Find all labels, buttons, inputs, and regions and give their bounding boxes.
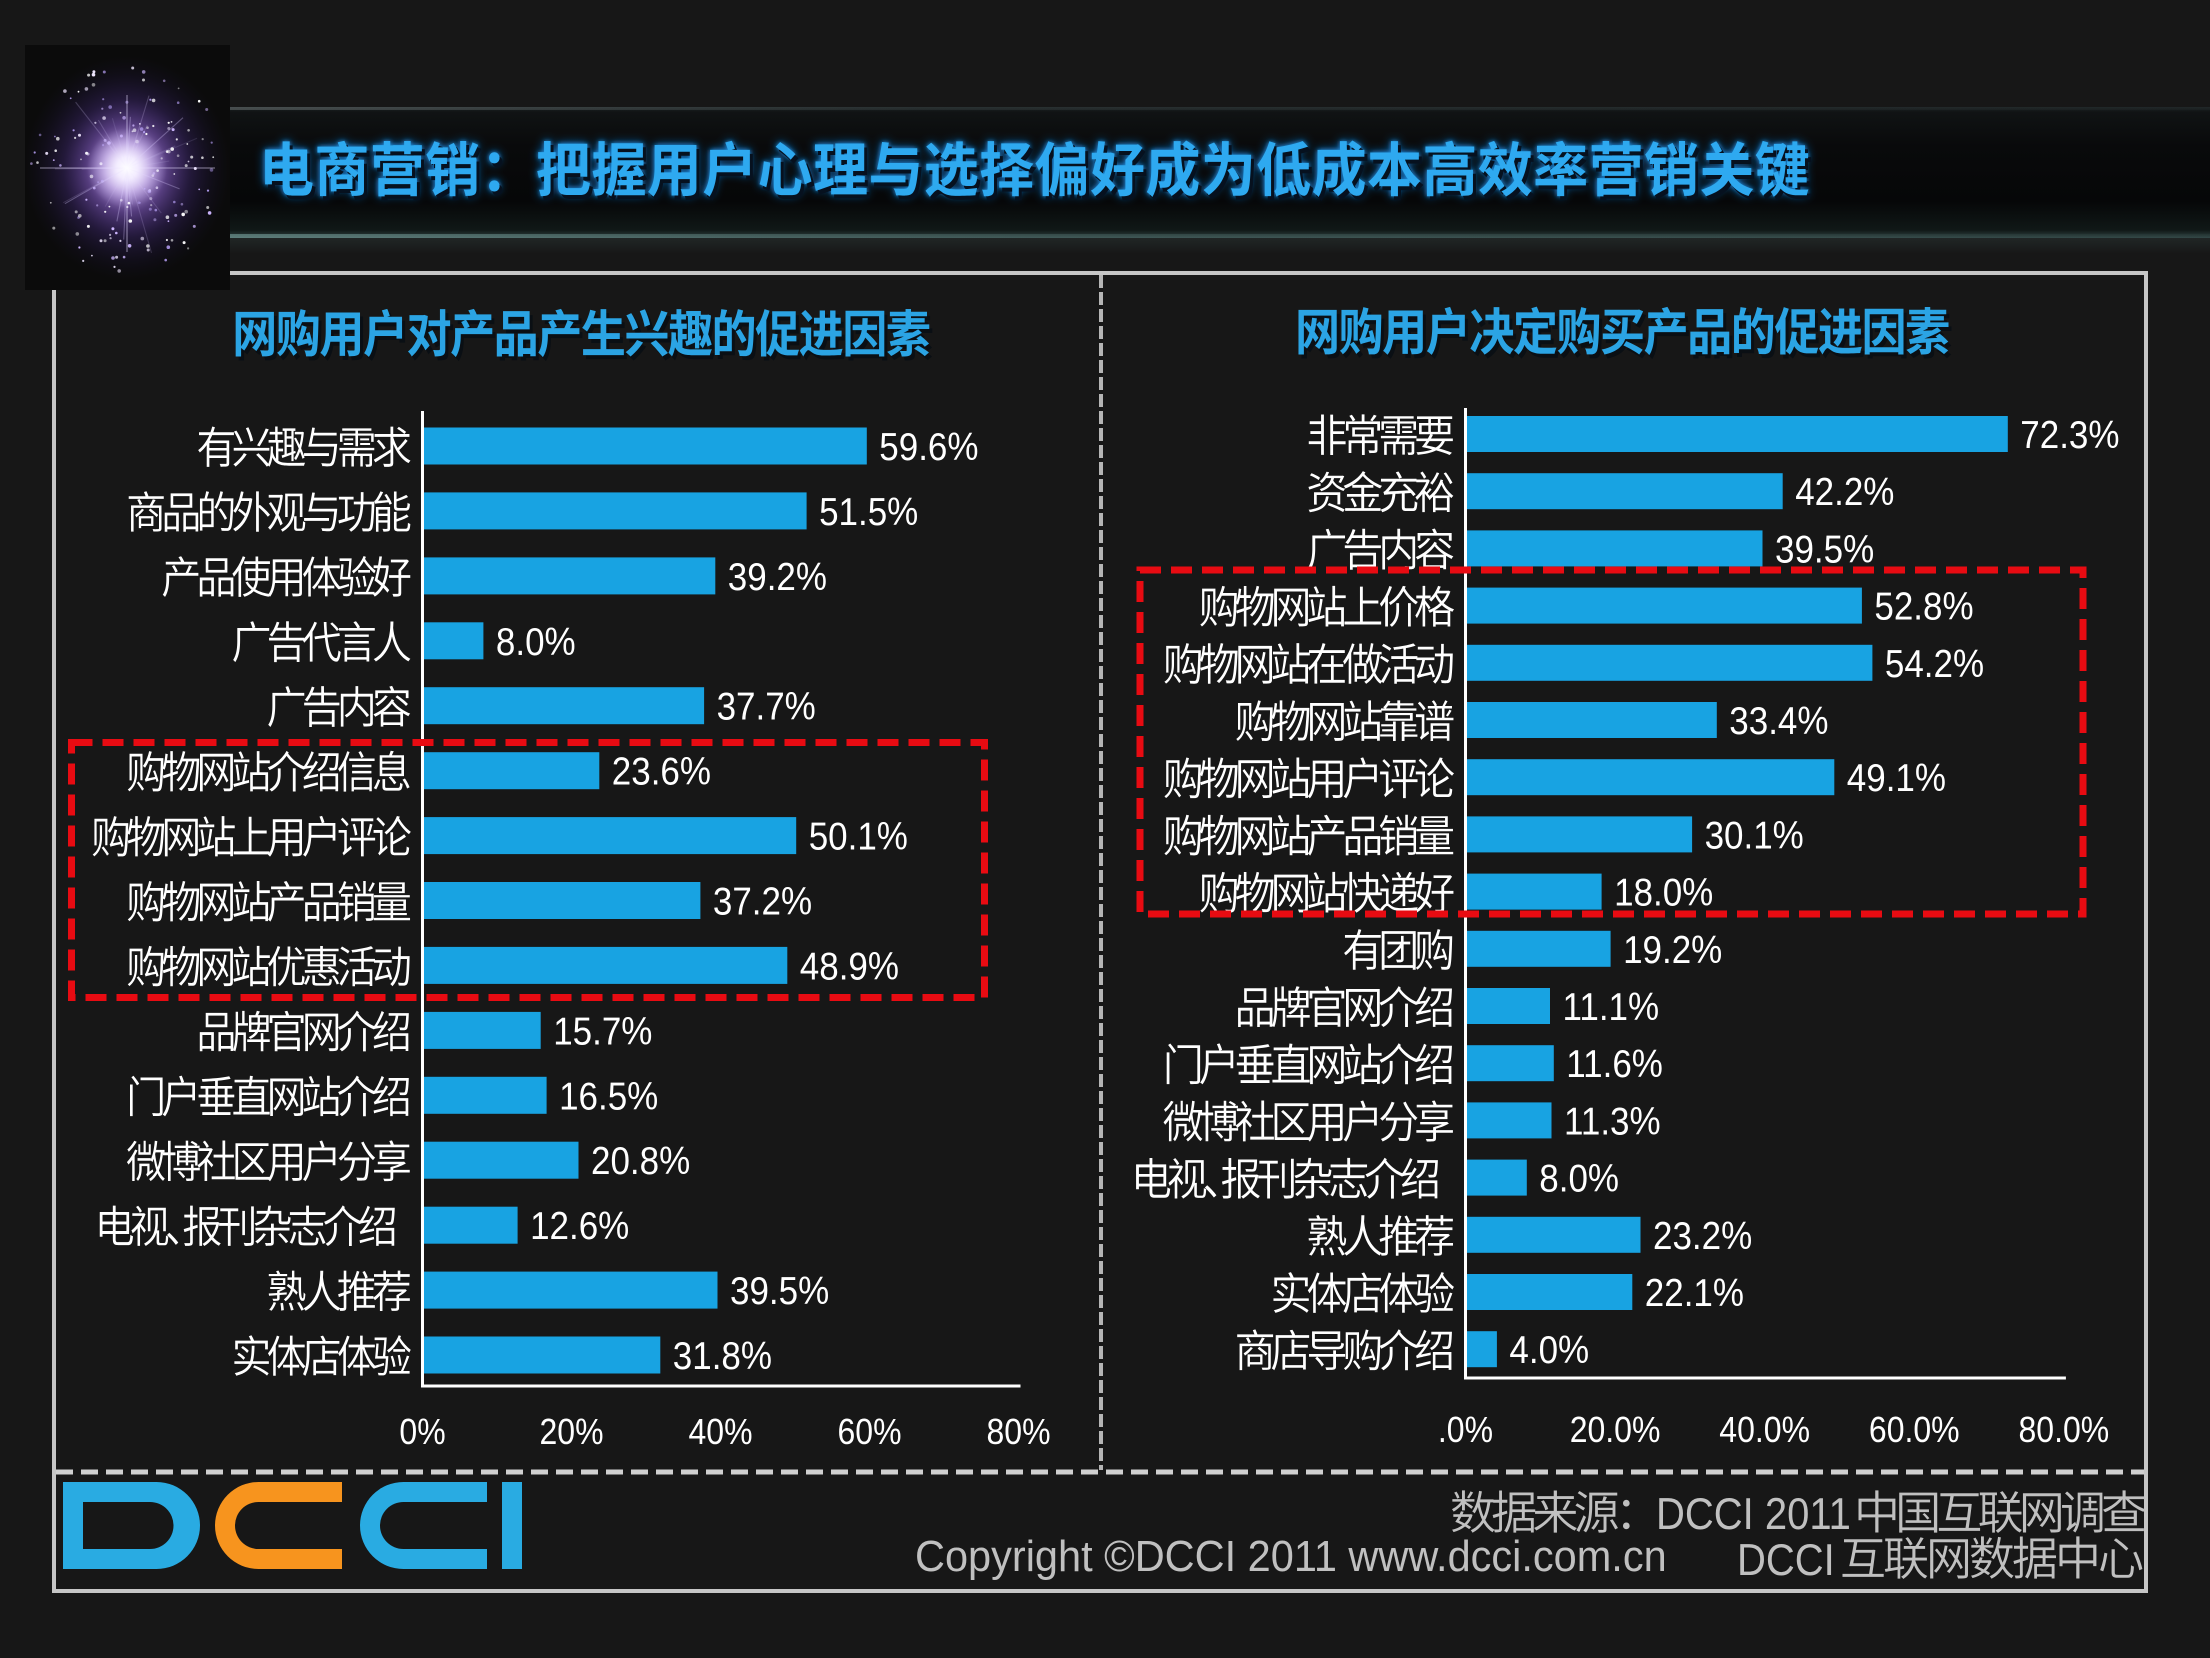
svg-text:72.3%: 72.3% xyxy=(2020,412,2119,456)
svg-text:33.4%: 33.4% xyxy=(1729,698,1828,742)
svg-text:Copyright ©DCCI 2011 www.dcci.: Copyright ©DCCI 2011 www.dcci.com.cn xyxy=(915,1532,1667,1581)
svg-text:20.8%: 20.8% xyxy=(591,1138,690,1182)
svg-text:15.7%: 15.7% xyxy=(553,1009,652,1053)
svg-text:60.0%: 60.0% xyxy=(1869,1410,1960,1450)
svg-text:51.5%: 51.5% xyxy=(819,489,918,533)
svg-text:37.7%: 37.7% xyxy=(717,684,816,728)
svg-text:0%: 0% xyxy=(399,1412,445,1452)
svg-text:16.5%: 16.5% xyxy=(559,1073,658,1117)
svg-text:40%: 40% xyxy=(689,1412,753,1452)
svg-text:4.0%: 4.0% xyxy=(1509,1327,1589,1371)
svg-text:31.8%: 31.8% xyxy=(673,1333,772,1377)
svg-text:48.9%: 48.9% xyxy=(800,944,899,988)
svg-text:20.0%: 20.0% xyxy=(1570,1410,1661,1450)
svg-text:11.6%: 11.6% xyxy=(1566,1041,1663,1085)
svg-text:8.0%: 8.0% xyxy=(496,619,576,663)
svg-text:39.2%: 39.2% xyxy=(728,554,827,598)
svg-text:.0%: .0% xyxy=(1438,1410,1493,1450)
svg-text:80.0%: 80.0% xyxy=(2019,1410,2110,1450)
svg-text:37.2%: 37.2% xyxy=(713,879,812,923)
svg-text:11.3%: 11.3% xyxy=(1564,1099,1661,1143)
svg-text:22.1%: 22.1% xyxy=(1645,1270,1744,1314)
svg-text:60%: 60% xyxy=(838,1412,902,1452)
svg-text:49.1%: 49.1% xyxy=(1847,755,1946,799)
svg-text:40.0%: 40.0% xyxy=(1719,1410,1810,1450)
svg-text:DCCI: DCCI xyxy=(1737,1535,1835,1585)
svg-text:DCCI 2011: DCCI 2011 xyxy=(1656,1489,1851,1539)
svg-text:11.1%: 11.1% xyxy=(1563,984,1660,1028)
svg-text:42.2%: 42.2% xyxy=(1795,469,1894,513)
svg-text:23.2%: 23.2% xyxy=(1653,1213,1752,1257)
svg-text:20%: 20% xyxy=(540,1412,604,1452)
svg-text:18.0%: 18.0% xyxy=(1614,870,1713,914)
svg-text:39.5%: 39.5% xyxy=(1775,527,1874,571)
svg-text:30.1%: 30.1% xyxy=(1705,813,1804,857)
svg-text:80%: 80% xyxy=(987,1412,1051,1452)
svg-text:23.6%: 23.6% xyxy=(612,749,711,793)
svg-text:50.1%: 50.1% xyxy=(809,814,908,858)
svg-text:12.6%: 12.6% xyxy=(530,1203,629,1247)
svg-text:54.2%: 54.2% xyxy=(1885,641,1984,685)
svg-text:39.5%: 39.5% xyxy=(730,1268,829,1312)
svg-text:8.0%: 8.0% xyxy=(1539,1156,1619,1200)
svg-text:19.2%: 19.2% xyxy=(1623,927,1722,971)
svg-text:52.8%: 52.8% xyxy=(1874,584,1973,628)
svg-text:59.6%: 59.6% xyxy=(879,424,978,468)
